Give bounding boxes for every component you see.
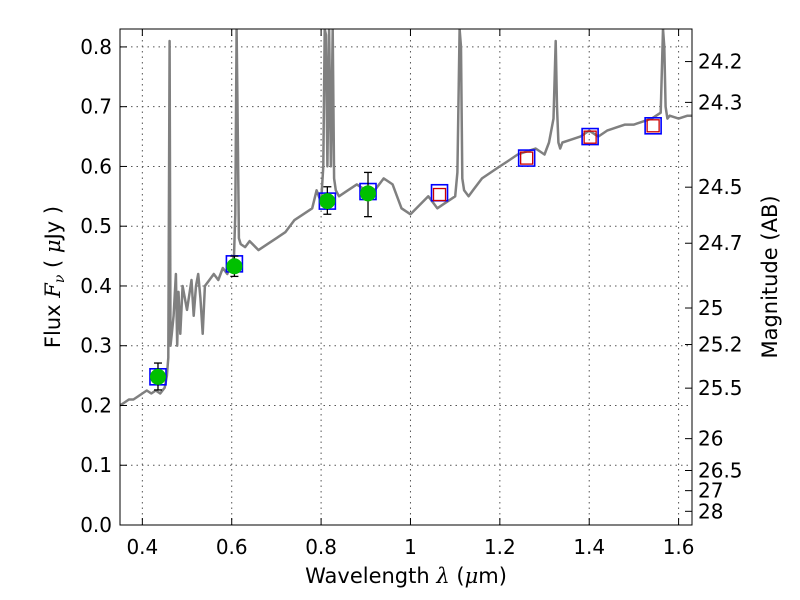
model-flux-box xyxy=(644,117,662,135)
predicted-flux-box xyxy=(583,130,597,144)
grid xyxy=(120,29,692,525)
y-tick-label: 0.0 xyxy=(80,513,112,537)
y2-tick-label: 28 xyxy=(698,499,723,523)
y2-tick-label: 24.7 xyxy=(698,231,743,255)
predicted-flux-box xyxy=(646,119,660,133)
y-axis-title: Flux Fν ( μJy ) xyxy=(41,206,68,348)
x-tick-label: 0.8 xyxy=(305,535,337,559)
observed-flux-point xyxy=(319,193,336,210)
y2-tick-label: 25.5 xyxy=(698,376,743,400)
photometry-layer xyxy=(149,117,662,391)
ticks: 0.4 0.6 0.8 1 1.2 1.4 1.6 0.0 0.1 0.2 0.3 0.4 0.5 0.6… xyxy=(80,29,743,559)
x-tick-label: 0.6 xyxy=(216,535,248,559)
spectrum-line xyxy=(120,29,692,407)
y2-tick-label: 24.5 xyxy=(698,175,743,199)
predicted-flux-box xyxy=(520,151,534,165)
plot-background xyxy=(120,29,692,525)
y2-tick-label: 24.3 xyxy=(698,90,743,114)
x-tick-label: 1 xyxy=(404,535,417,559)
predicted-flux-box xyxy=(432,187,447,202)
y-tick-label: 0.4 xyxy=(80,274,112,298)
observed-flux-point xyxy=(149,368,166,385)
y2-tick-label: 24.2 xyxy=(698,50,743,74)
y2-tick-label: 25.2 xyxy=(698,333,743,357)
plot-frame xyxy=(119,28,693,526)
y-tick-label: 0.1 xyxy=(80,453,112,477)
observed-flux-point xyxy=(360,185,377,202)
x-tick-label: 1.4 xyxy=(573,535,605,559)
x-tick-label: 1.6 xyxy=(663,535,695,559)
y-tick-label: 0.7 xyxy=(80,95,112,119)
y-tick-label: 0.6 xyxy=(80,154,112,178)
observed-flux-point xyxy=(226,258,243,275)
y-tick-label: 0.8 xyxy=(80,35,112,59)
x-axis-title: Wavelength λ (μm) xyxy=(305,564,507,588)
y2-axis-title: Magnitude (AB) xyxy=(758,195,782,358)
x-tick-label: 0.4 xyxy=(126,535,158,559)
y-tick-label: 0.3 xyxy=(80,334,112,358)
model-flux-box xyxy=(517,149,536,167)
x-tick-label: 1.2 xyxy=(484,535,516,559)
y2-tick-label: 26.5 xyxy=(698,458,743,482)
y-tick-label: 0.2 xyxy=(80,393,112,417)
model-flux-box xyxy=(581,127,599,146)
y2-tick-label: 27 xyxy=(698,479,723,503)
spectrum-layer xyxy=(120,29,692,407)
y-tick-label: 0.5 xyxy=(80,214,112,238)
y2-tick-label: 26 xyxy=(698,427,723,451)
y2-tick-label: 25 xyxy=(698,296,723,320)
